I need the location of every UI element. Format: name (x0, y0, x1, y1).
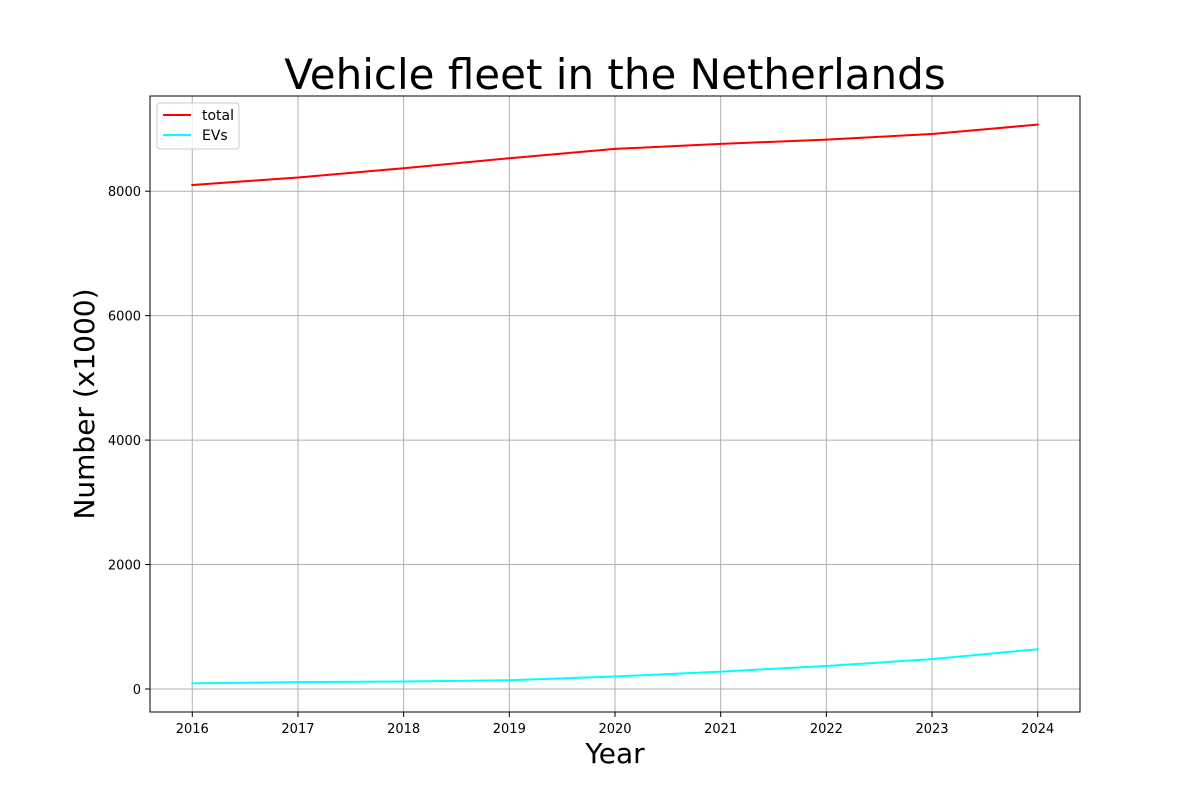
y-axis-title: Number (x1000) (68, 288, 101, 519)
series-lines (191, 123, 1039, 685)
legend-label-evs: EVs (202, 128, 228, 144)
x-axis-title: Year (584, 737, 645, 770)
x-tick-label: 2021 (704, 722, 737, 737)
y-tick-label: 0 (133, 683, 141, 698)
series-line-total (191, 123, 1039, 187)
y-tick-label: 4000 (108, 434, 141, 449)
legend-label-total: total (202, 108, 234, 124)
x-tick-label: 2019 (493, 722, 526, 737)
y-tick-label: 6000 (108, 310, 141, 325)
grid (150, 96, 1080, 712)
axis-ticks: 2016 2017 2018 2019 2020 2021 2022 2023 2024 0 200… (108, 185, 1054, 737)
x-tick-label: 2024 (1021, 722, 1054, 737)
legend: total EVs (156, 102, 240, 150)
x-tick-label: 2018 (387, 722, 420, 737)
x-tick-label: 2023 (915, 722, 948, 737)
x-tick-label: 2017 (281, 722, 314, 737)
y-tick-label: 2000 (108, 559, 141, 574)
x-tick-label: 2020 (598, 722, 631, 737)
x-tick-label: 2016 (176, 722, 209, 737)
series-line-evs (191, 648, 1039, 685)
x-tick-label: 2022 (810, 722, 843, 737)
chart-title: Vehicle fleet in the Netherlands (284, 50, 945, 99)
y-tick-label: 8000 (108, 185, 141, 200)
